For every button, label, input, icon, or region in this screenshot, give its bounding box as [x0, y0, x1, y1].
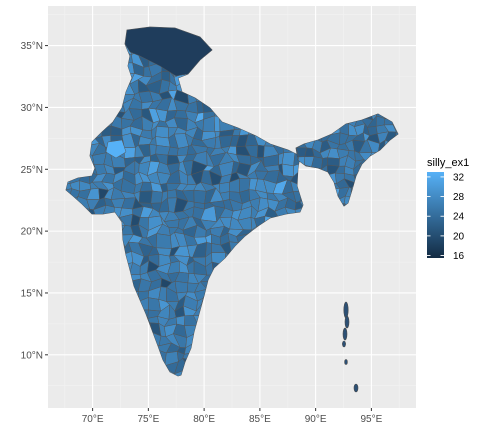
island: [342, 327, 348, 341]
x-tick-label: 70°E: [82, 414, 104, 425]
island: [344, 359, 348, 365]
district-polygon: [156, 233, 172, 249]
district-polygon: [138, 190, 153, 204]
legend: silly_ex1 16 20 24 28 32: [427, 157, 469, 262]
district-polygon: [174, 280, 189, 294]
legend-ticks: 16 20 24 28 32: [427, 172, 465, 262]
legend-tick-label: 16: [453, 251, 465, 262]
island: [342, 340, 346, 348]
y-tick-label: 20°N: [21, 227, 43, 238]
x-axis: 70°E 75°E 80°E 85°E 90°E 95°E: [82, 408, 383, 425]
y-tick-label: 10°N: [21, 350, 43, 361]
legend-tick-label: 24: [453, 212, 465, 223]
y-tick-label: 25°N: [21, 165, 43, 176]
legend-title: silly_ex1: [427, 157, 469, 169]
x-tick-label: 75°E: [137, 414, 159, 425]
x-tick-label: 80°E: [193, 414, 215, 425]
district-polygon: [281, 151, 296, 167]
district-polygon: [167, 189, 178, 199]
district-polygon: [155, 126, 169, 139]
district-polygon: [150, 190, 163, 204]
island: [344, 315, 350, 329]
x-tick-label: 95°E: [360, 414, 382, 425]
district-polygon: [124, 27, 213, 77]
legend-tick-label: 32: [453, 172, 465, 183]
y-axis: 10°N 15°N 20°N 25°N 30°N 35°N: [21, 41, 48, 361]
district-polygon: [105, 139, 127, 159]
y-tick-label: 30°N: [21, 103, 43, 114]
district-polygon: [124, 147, 136, 159]
legend-tick-label: 28: [453, 192, 465, 203]
y-tick-label: 15°N: [21, 288, 43, 299]
x-tick-label: 85°E: [249, 414, 271, 425]
island: [343, 301, 349, 319]
legend-tick-label: 20: [453, 231, 465, 242]
y-tick-label: 35°N: [21, 41, 43, 52]
legend-colorbar: [427, 172, 444, 258]
district-polygon: [281, 163, 294, 177]
district-polygon: [193, 189, 207, 204]
district-polygon: [257, 144, 265, 158]
andaman-nicobar-islands: [342, 301, 359, 393]
x-tick-label: 90°E: [305, 414, 327, 425]
island: [353, 383, 359, 393]
